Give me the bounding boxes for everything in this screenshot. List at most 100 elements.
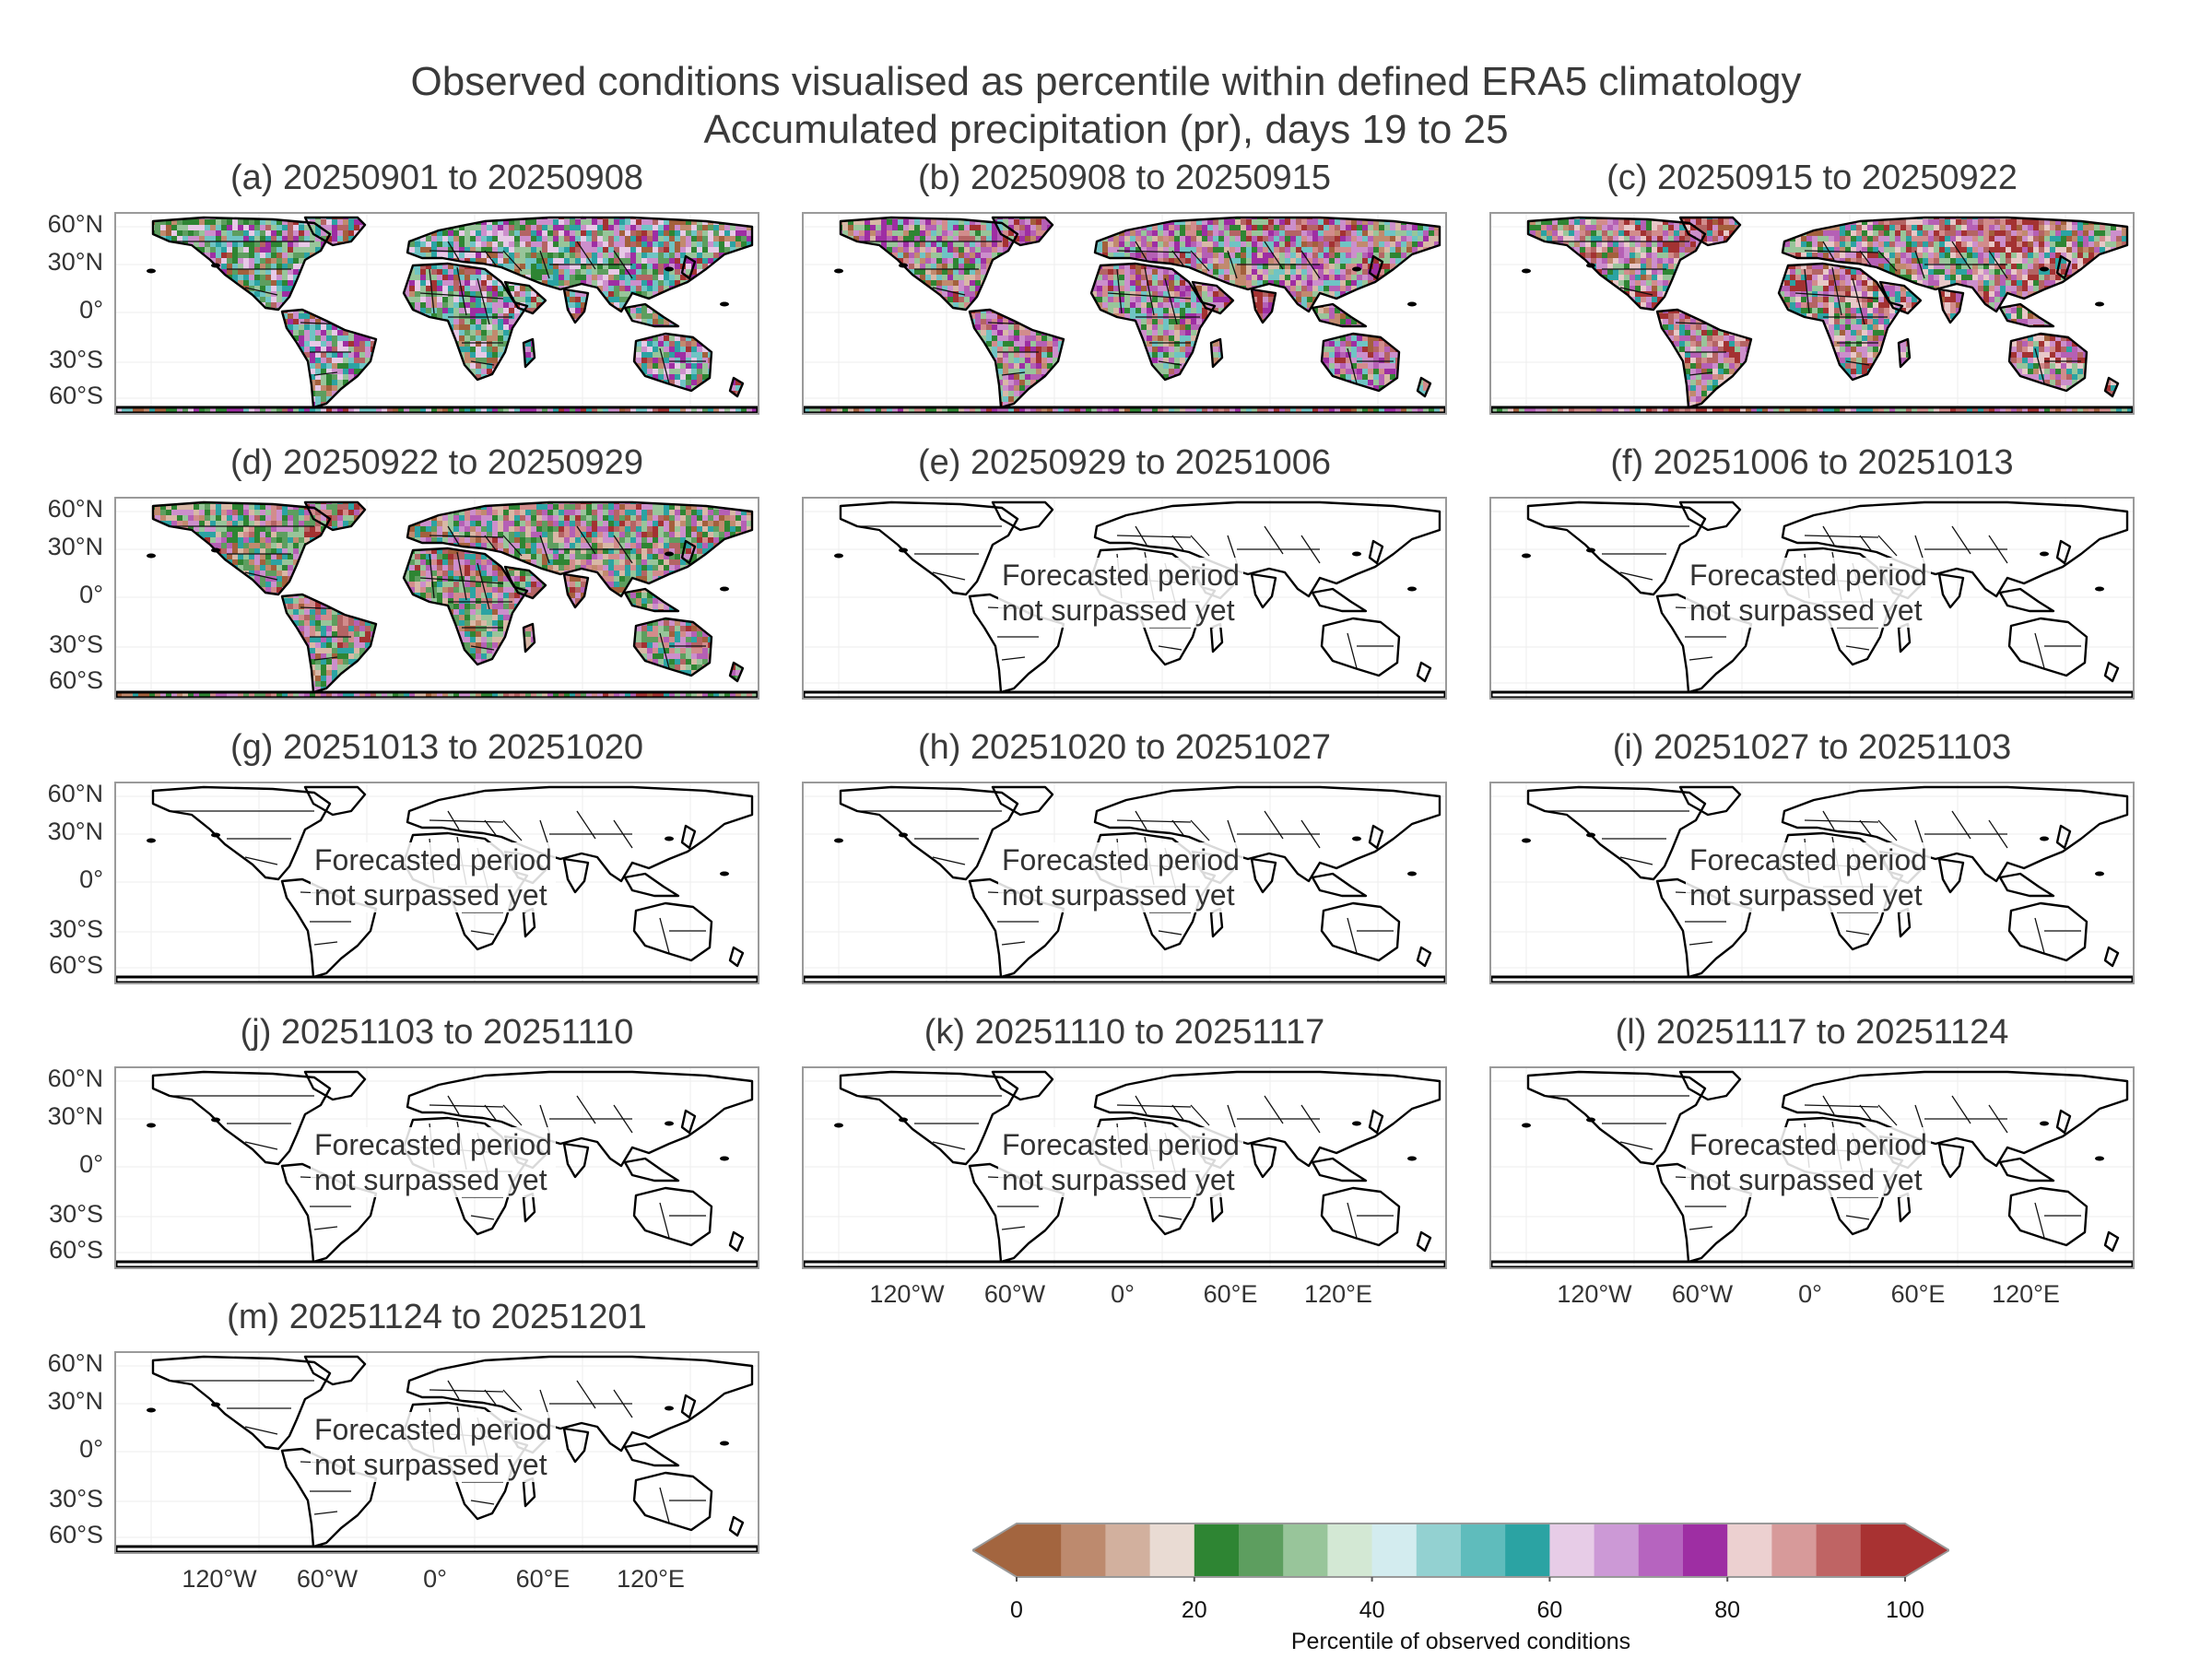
panel-title: (m) 20251124 to 20251201 [227,1298,647,1336]
coast-nz [2103,376,2120,398]
overlay-line-1: Forecasted period [1002,843,1240,877]
title-line-1: Observed conditions visualised as percen… [410,59,1802,104]
coast-australia [1320,901,1401,962]
coast-india [1250,572,1277,609]
coast-arabia [503,280,547,315]
colorbar-bin [1416,1524,1462,1577]
overlay-line-2: not surpassed yet [1689,594,1923,627]
colorbar-tick-label: 0 [1010,1597,1023,1623]
coast-greenland [1678,500,1742,532]
colorbar-under-arrow [972,1524,1017,1577]
coast-india [1250,1142,1277,1179]
map-panel: (j) 20251103 to 20251110 Forecasted perio… [48,1013,759,1269]
coast-nz [2103,661,2120,683]
coast-seAsia [1311,1157,1368,1182]
coast-africa [402,547,529,666]
lat-label: 60°N [47,780,103,807]
coast-australia [632,617,713,677]
coast-india [562,1142,590,1179]
overlay-line-1: Forecasted period [1689,559,1927,592]
lon-label: 60°E [515,1565,571,1593]
forecast-overlay-text: Forecasted period not surpassed yet [1686,842,1931,912]
lon-label: 120°E [617,1565,685,1593]
coast-greenland [1678,1070,1742,1101]
coast-japan [680,1394,697,1419]
coast-northAmerica [839,785,1019,881]
coast-japan [1368,254,1384,280]
coast-africa [1777,262,1904,382]
panel-title: (a) 20250901 to 20250908 [230,159,643,197]
colorbar-tick-label: 60 [1536,1597,1563,1623]
country-borders [859,241,1394,384]
forecast-overlay-text: Forecasted period not surpassed yet [998,558,1243,628]
overlay-line-1: Forecasted period [1002,559,1240,592]
precip-percentile-field [116,218,758,413]
lat-label: 60°S [49,382,103,409]
coast-arabia [1878,280,1923,315]
coast-seAsia [1311,872,1368,898]
coastlines [116,216,758,413]
coast-europeAsia [406,1355,754,1453]
panel-title: (h) 20251020 to 20251027 [918,728,1331,767]
lat-label: 30°S [49,346,103,373]
coast-australia [632,1186,713,1247]
lat-label: 30°N [47,1387,103,1415]
map-panel: (e) 20250929 to 20251006 Forecasted perio… [802,443,1447,700]
coast-australia [632,332,713,393]
overlay-line-2: not surpassed yet [1689,878,1923,912]
coast-india [1937,1142,1965,1179]
colorbar-bin [1505,1524,1550,1577]
lon-label: 120°W [182,1565,257,1593]
coast-madagascar [522,337,536,369]
coast-seAsia [623,872,680,898]
forecast-overlay-text: Forecasted period not surpassed yet [998,1127,1243,1197]
lon-label: 60°E [1890,1280,1946,1308]
coast-india [562,572,590,609]
coast-greenland [991,216,1054,247]
colorbar-bin [1283,1524,1328,1577]
colorbar-bin [1194,1524,1240,1577]
map-frame [802,497,1447,700]
map-panel: (d) 20250922 to 20250929 60°N 30°N 0° 30°S 60… [48,443,759,700]
coast-europeAsia [1781,216,2129,313]
coast-india [562,1427,590,1464]
lat-label: 60°S [49,1236,103,1264]
lon-label: 120°E [1992,1280,2060,1308]
overlay-line-2: not surpassed yet [314,878,547,912]
coast-seAsia [623,1441,680,1467]
coast-india [1937,857,1965,894]
coast-australia [632,901,713,962]
coast-seAsia [623,587,680,613]
coast-india [562,857,590,894]
world-map [804,1068,1445,1267]
coast-greenland [1678,785,1742,817]
coast-nz [1416,376,1432,398]
colorbar-bin [1371,1524,1418,1577]
coast-japan [2055,1109,2072,1135]
lat-label: 0° [79,1435,103,1463]
coast-japan [2055,824,2072,850]
coast-japan [680,1109,697,1135]
map-frame [114,497,759,700]
coastlines [1491,216,2133,413]
coast-japan [2055,539,2072,565]
map-panel: (i) 20251027 to 20251103 Forecasted perio… [1489,728,2135,984]
coast-india [562,288,590,324]
colorbar-bin [1239,1524,1284,1577]
coast-nz [728,946,745,968]
coast-greenland [303,1355,367,1386]
overlay-line-2: not surpassed yet [314,1163,547,1196]
coast-southAmerica [968,308,1065,409]
lon-label: 60°W [1671,1280,1734,1308]
map-panel: (g) 20251013 to 20251020 Forecasted perio… [48,728,759,984]
coast-europeAsia [406,1070,754,1168]
world-map [116,214,758,413]
coast-southAmerica [280,593,378,694]
coast-nz [728,1230,745,1253]
panel-title: (c) 20250915 to 20250922 [1606,159,2018,197]
coast-seAsia [623,302,680,328]
colorbar-tick-label: 100 [1886,1597,1924,1623]
colorbar-over-arrow [1905,1524,1949,1577]
lat-label: 30°N [47,248,103,276]
world-map [1491,214,2133,413]
